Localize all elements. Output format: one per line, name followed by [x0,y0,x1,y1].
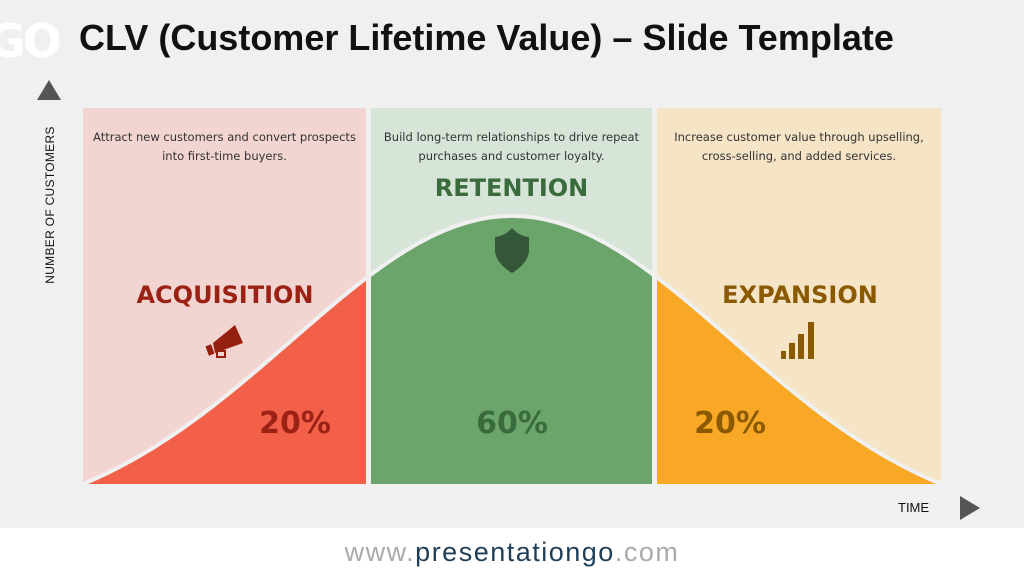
acquisition-percent: 20% [259,406,331,441]
footer-prefix: www. [344,537,416,567]
divider [366,108,371,486]
logo: GO [0,14,62,68]
expansion-description: Increase customer value through upsellin… [674,130,924,163]
megaphone-icon [205,325,243,358]
acquisition-title: ACQUISITION [136,281,314,309]
x-axis-label: TIME [898,500,930,515]
footer-suffix: .com [614,537,680,567]
expansion-percent: 20% [694,406,766,441]
page-title: CLV (Customer Lifetime Value) – Slide Te… [79,17,894,58]
bar-chart-icon [781,322,814,359]
shield-icon [495,228,529,273]
acquisition-description: Attract new customers and convert prospe… [93,130,356,163]
footer-brand: presentationgo [415,537,615,567]
acquisition-area [83,278,366,484]
retention-title: RETENTION [434,174,589,202]
expansion-title: EXPANSION [722,281,878,309]
y-axis-arrow-icon [37,80,61,100]
retention-area [371,216,652,484]
curve-line [82,214,942,486]
footer: www.presentationgo.com [0,528,1024,576]
retention-description: Build long-term relationships to drive r… [383,130,640,163]
expansion-area [657,277,941,484]
x-axis-arrow-icon [960,496,980,520]
divider [652,108,657,486]
retention-percent: 60% [476,406,548,441]
